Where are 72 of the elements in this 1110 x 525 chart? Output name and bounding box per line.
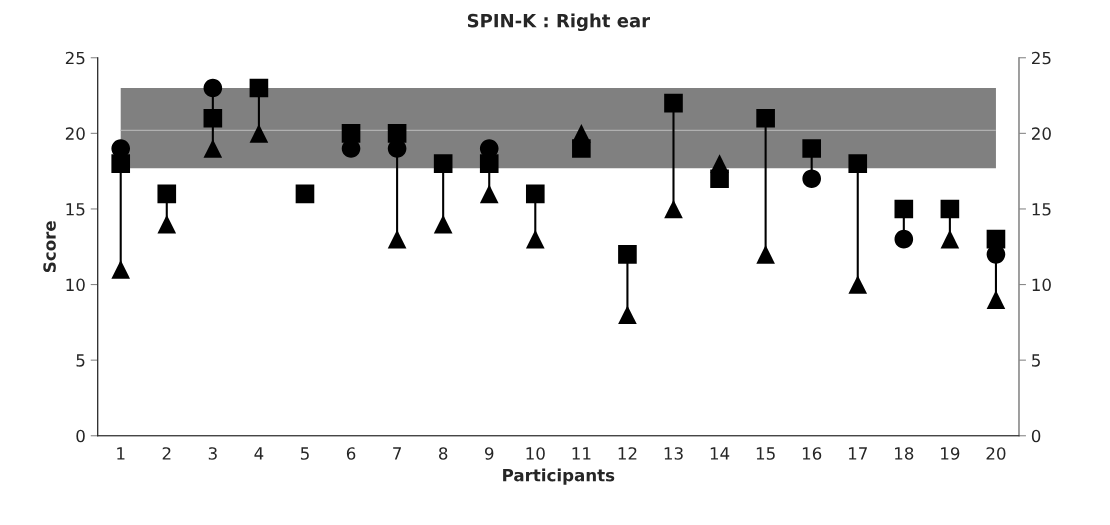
point: [157, 214, 177, 234]
point: [203, 78, 223, 98]
x-tick-label: 5: [300, 447, 309, 460]
point: [387, 124, 407, 143]
point: [572, 124, 591, 143]
y2-tick-label: 25: [1032, 51, 1051, 65]
point: [802, 139, 821, 158]
x-tick-label: 13: [664, 447, 683, 460]
point: [433, 214, 453, 234]
point: [387, 229, 407, 249]
point: [664, 199, 683, 219]
x-tick-label: 10: [526, 447, 545, 460]
point: [433, 154, 453, 173]
x-tick-label: 1: [117, 447, 125, 460]
x-tick-label: 18: [895, 447, 914, 460]
y-tick-label: 0: [76, 429, 85, 443]
y-tick-label: 10: [66, 278, 85, 292]
x-axis-title: Participants: [503, 468, 615, 485]
y-tick-label: 25: [65, 51, 85, 65]
point: [940, 199, 960, 219]
y2-tick-label: 15: [1032, 203, 1051, 216]
x-tick-label: 20: [986, 447, 1006, 460]
x-tick-label: 6: [346, 447, 356, 460]
y2-tick-label: 20: [1032, 127, 1051, 140]
point: [756, 244, 775, 264]
point: [848, 275, 868, 294]
x-tick-label: 15: [756, 447, 775, 460]
x-tick-label: 3: [208, 447, 217, 460]
y-axis-title: Score: [43, 221, 56, 272]
x-tick-label: 4: [254, 447, 264, 460]
y2-tick-label: 10: [1032, 278, 1051, 292]
point: [479, 154, 499, 173]
y-tick-label: 20: [65, 127, 85, 140]
chart-title: SPIN-K : Right ear: [467, 13, 651, 32]
y2-tick-label: 0: [1031, 429, 1041, 443]
x-tick-label: 2: [162, 447, 171, 460]
point: [894, 229, 914, 249]
point: [479, 184, 499, 204]
point: [249, 78, 269, 98]
y-tick-label: 15: [66, 203, 85, 216]
point: [618, 244, 637, 264]
x-tick-label: 9: [484, 447, 494, 460]
point: [986, 290, 1006, 309]
point: [848, 154, 868, 173]
y2-tick-label: 5: [1032, 354, 1040, 367]
x-tick-label: 17: [848, 447, 867, 460]
point: [986, 229, 1006, 249]
point: [710, 154, 729, 173]
point: [203, 108, 223, 128]
point: [111, 154, 131, 173]
x-tick-label: 14: [710, 447, 730, 460]
point: [664, 93, 683, 113]
point: [295, 184, 315, 204]
point: [249, 124, 269, 143]
y-tick-label: 5: [76, 354, 85, 367]
point: [802, 169, 821, 189]
point: [111, 260, 131, 279]
x-tick-label: 12: [618, 447, 637, 460]
point: [894, 199, 914, 219]
point: [341, 124, 361, 143]
point: [203, 139, 223, 158]
x-tick-label: 7: [393, 447, 401, 460]
point: [618, 305, 637, 325]
point: [525, 229, 545, 249]
point: [525, 184, 545, 204]
point: [756, 108, 775, 128]
x-tick-label: 8: [439, 447, 448, 460]
x-tick-label: 19: [941, 447, 960, 460]
point: [157, 184, 177, 204]
x-tick-label: 16: [802, 447, 822, 460]
point: [940, 229, 960, 249]
x-tick-label: 11: [572, 447, 591, 460]
